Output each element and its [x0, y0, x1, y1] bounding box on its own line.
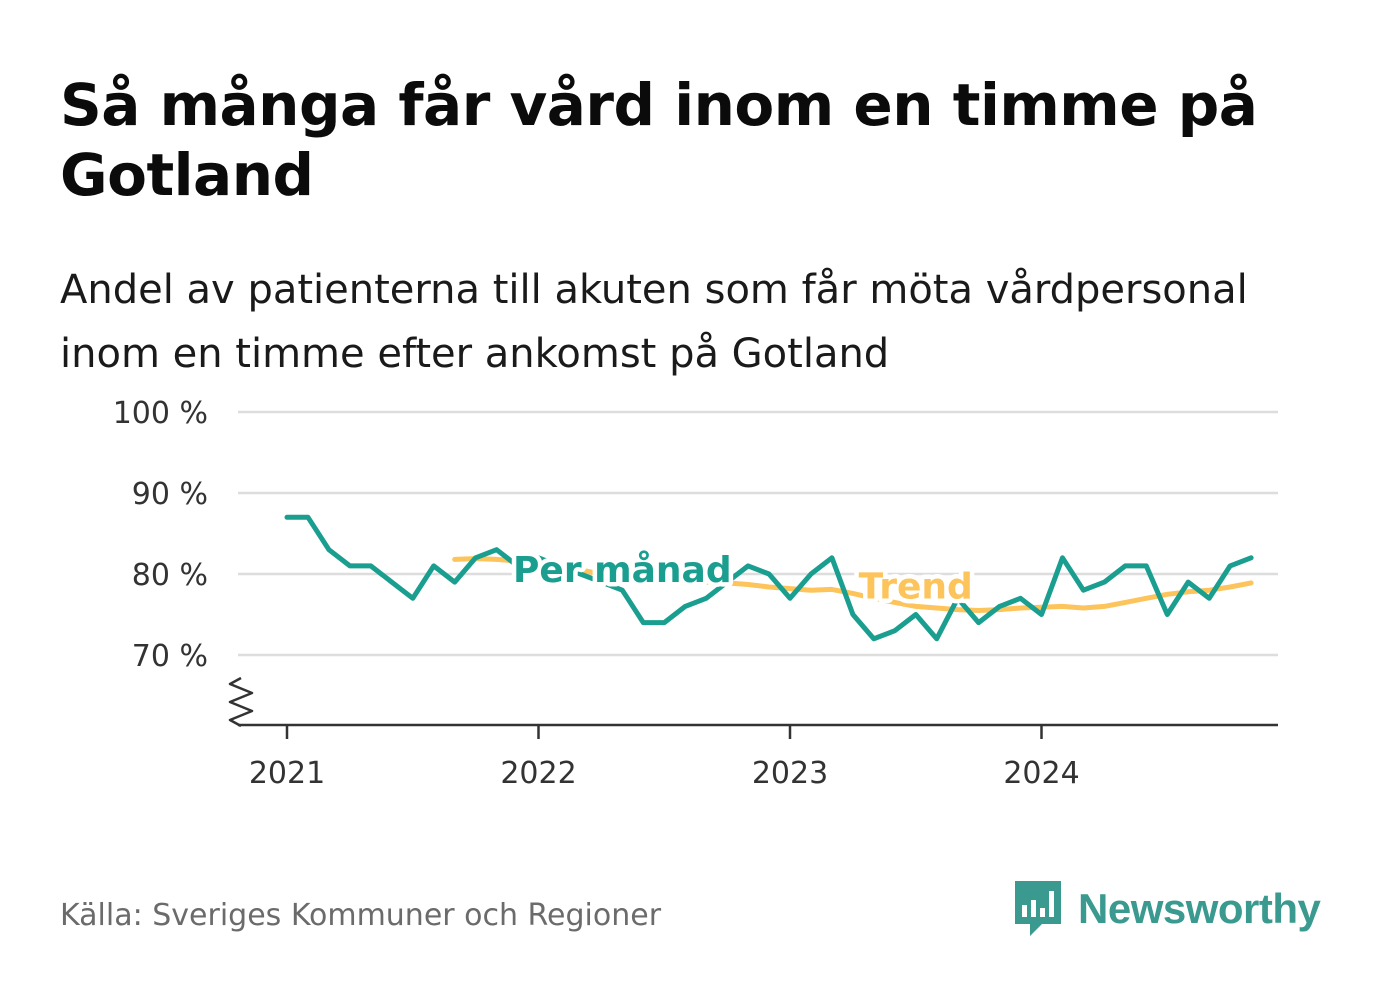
- newsworthy-logo-icon: [1015, 881, 1061, 936]
- y-tick-label: 100 %: [113, 396, 208, 431]
- x-tick-label: 2021: [249, 756, 325, 791]
- x-tick-label: 2024: [1003, 756, 1079, 791]
- series-label-monthly: Per månad: [513, 550, 732, 591]
- y-tick-label: 90 %: [132, 477, 208, 512]
- series-line-trend: [452, 556, 1254, 613]
- chart-subtitle: Andel av patienterna till akuten som får…: [60, 267, 1248, 377]
- series-label-trend: Trend: [859, 566, 973, 607]
- y-tick-label: 70 %: [132, 639, 208, 674]
- gridlines: [238, 410, 1278, 657]
- axis-break-icon: [228, 676, 254, 728]
- series-labels: Per månad Trend: [509, 546, 978, 612]
- series-lines: [284, 514, 1254, 642]
- series-line-monthly: [284, 514, 1254, 642]
- chart-title: Så många får vård inom en timme på Gotla…: [60, 71, 1258, 209]
- brand-name: Newsworthy: [1078, 885, 1321, 932]
- brand-logo: Newsworthy: [1012, 878, 1321, 940]
- y-tick-label: 80 %: [132, 558, 208, 593]
- axes: 70 % 80 % 90 % 100 % 2021 2022 2023 2024: [113, 396, 1278, 791]
- source-note: Källa: Sveriges Kommuner och Regioner: [60, 898, 662, 933]
- x-tick-label: 2023: [752, 756, 828, 791]
- x-tick-label: 2022: [500, 756, 576, 791]
